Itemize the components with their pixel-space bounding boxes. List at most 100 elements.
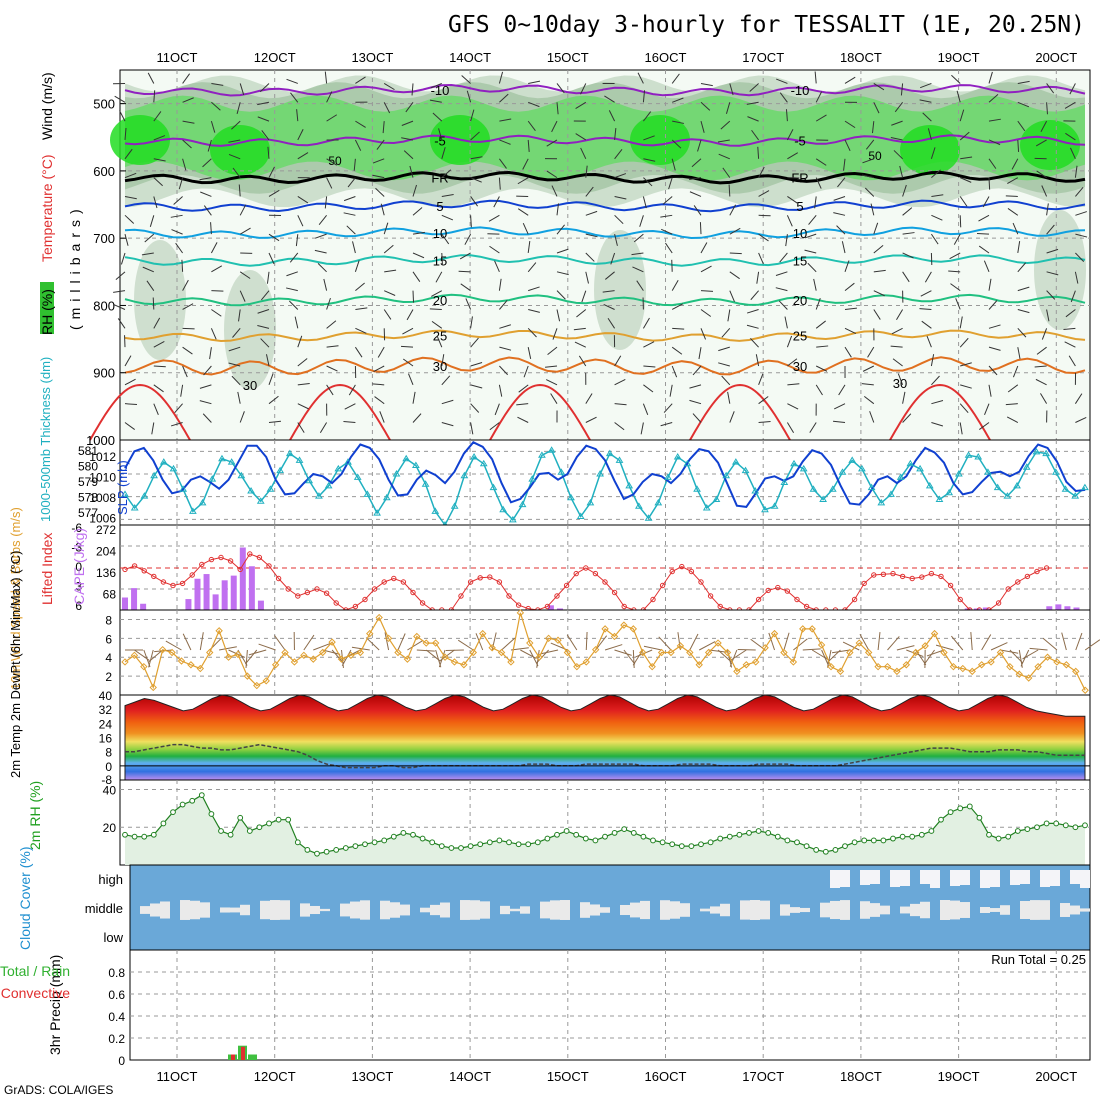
cape-bar bbox=[122, 597, 128, 610]
wind-barb bbox=[458, 270, 471, 273]
wind-barb bbox=[779, 252, 788, 263]
rh2m-marker bbox=[861, 837, 868, 844]
lifted-index-marker bbox=[362, 596, 368, 603]
wind-barb bbox=[863, 395, 875, 405]
wind-barb bbox=[260, 338, 270, 348]
wind-speed-marker bbox=[808, 625, 816, 633]
credit-label: GrADS: COLA/IGES bbox=[4, 1083, 113, 1097]
wind-barb bbox=[988, 71, 993, 84]
thickness-marker bbox=[916, 464, 924, 472]
wind-speed-marker bbox=[1043, 653, 1052, 661]
wind-barb bbox=[1035, 378, 1047, 386]
wind-barb bbox=[746, 101, 759, 105]
surface-wind-barb bbox=[717, 649, 732, 663]
wind-barb bbox=[787, 152, 799, 160]
wind-barb bbox=[239, 83, 245, 96]
wind-barb bbox=[865, 139, 875, 150]
wind-barb bbox=[470, 196, 479, 207]
wind-barb bbox=[489, 245, 500, 254]
thickness-marker bbox=[586, 498, 595, 506]
thickness-marker bbox=[576, 512, 585, 519]
wind-barb bbox=[436, 335, 443, 348]
rh2m-axis: 40 20 bbox=[103, 783, 117, 835]
wind-barb bbox=[978, 422, 990, 430]
wind-barb bbox=[153, 365, 166, 368]
wind-barb bbox=[873, 309, 881, 320]
wind-barb bbox=[377, 346, 385, 358]
thickness-marker bbox=[1022, 463, 1031, 470]
thickness-marker bbox=[150, 471, 158, 479]
surface-wind-barb bbox=[698, 641, 716, 651]
rh2m-marker bbox=[563, 828, 570, 834]
cloud-mid-cell bbox=[550, 900, 560, 920]
wind-speed-marker bbox=[158, 645, 167, 654]
rh2m-marker bbox=[851, 839, 858, 846]
wind-barb bbox=[182, 365, 188, 378]
wind-barb bbox=[632, 266, 644, 273]
lifted-index-marker bbox=[794, 596, 800, 603]
surface-wind-barb bbox=[604, 644, 623, 651]
wind-barb bbox=[406, 309, 414, 321]
wind-barb bbox=[1064, 101, 1076, 109]
thickness-marker bbox=[237, 471, 246, 479]
wind-barb bbox=[720, 120, 731, 130]
cloud-mid-cell bbox=[860, 901, 870, 919]
bottom-date-label: 15OCT bbox=[547, 1069, 589, 1084]
cloud-mid-cell bbox=[720, 903, 730, 917]
wind-barb bbox=[203, 365, 212, 376]
rh2m-marker bbox=[227, 831, 234, 838]
wind-barb bbox=[926, 335, 932, 348]
wind-barb bbox=[527, 120, 536, 132]
wind-barb bbox=[787, 383, 800, 386]
isotherm-line bbox=[124, 134, 1086, 147]
wind-barb bbox=[344, 403, 356, 410]
wind-speed-marker bbox=[375, 613, 383, 622]
wind-barb bbox=[574, 341, 587, 348]
wind-barb bbox=[257, 309, 270, 314]
wind-speed-marker bbox=[290, 658, 299, 666]
rh2m-marker bbox=[496, 837, 503, 844]
wind-barb bbox=[1063, 327, 1076, 330]
rh2m-marker bbox=[880, 837, 887, 844]
thickness-marker bbox=[1032, 447, 1041, 455]
wind-barb bbox=[319, 422, 328, 434]
lifted-index-marker bbox=[707, 593, 714, 599]
thickness-marker bbox=[295, 456, 304, 463]
wind-speed-marker bbox=[215, 627, 223, 635]
cloud-mid-cell bbox=[790, 907, 800, 913]
wind-speed-marker bbox=[591, 645, 600, 654]
cloud-mid-cell bbox=[1020, 900, 1030, 920]
li-tick-label: 0 bbox=[75, 560, 82, 574]
wind-speed-marker bbox=[648, 662, 656, 671]
wind-barb bbox=[372, 383, 385, 386]
surface-wind-barb bbox=[793, 638, 808, 651]
wind-barb bbox=[959, 403, 969, 413]
wind-barb bbox=[643, 365, 656, 368]
lifted-index-marker bbox=[1015, 579, 1021, 585]
rh2m-marker bbox=[947, 809, 954, 816]
wind-barb bbox=[921, 320, 932, 329]
lifted-index-marker bbox=[477, 575, 483, 581]
wind-barb bbox=[117, 318, 126, 329]
cloud-mid-cell bbox=[380, 900, 390, 920]
wind-barb bbox=[182, 346, 193, 355]
wind-barb bbox=[775, 271, 788, 276]
wind-barb bbox=[727, 309, 731, 322]
wind-barb bbox=[727, 391, 731, 404]
surface-wind-barb bbox=[341, 649, 352, 667]
rh2m-marker bbox=[813, 846, 820, 853]
cape-bar bbox=[1064, 606, 1071, 610]
surface-wind-barb bbox=[219, 646, 237, 651]
wind-barb bbox=[700, 328, 707, 340]
wind-barb bbox=[951, 74, 961, 84]
wind-speed-marker bbox=[243, 672, 252, 680]
cloud-mid-cell bbox=[990, 908, 1000, 912]
wind-barb bbox=[438, 128, 443, 141]
wind-barb bbox=[257, 101, 270, 106]
thickness-marker bbox=[499, 505, 508, 513]
wind-barb bbox=[1007, 177, 1019, 184]
wind-barb bbox=[412, 290, 415, 303]
